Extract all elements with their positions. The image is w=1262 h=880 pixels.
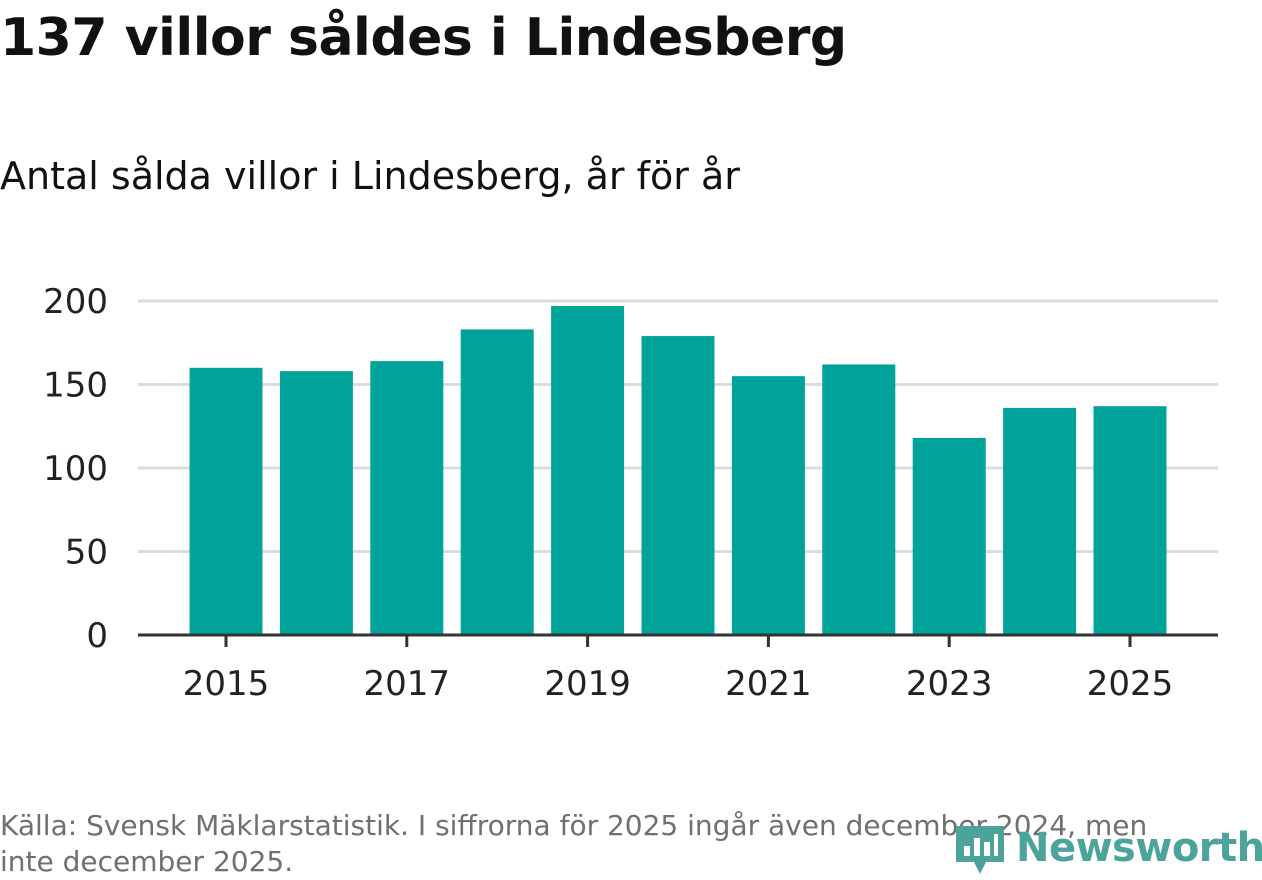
chart-title: 137 villor såldes i Lindesberg <box>0 8 847 68</box>
bars <box>189 306 1167 635</box>
bar-2023 <box>912 437 986 635</box>
bar-2024 <box>1003 407 1077 635</box>
bar-2025 <box>1093 406 1167 635</box>
y-tick-label: 100 <box>43 449 108 489</box>
x-tick-label: 2023 <box>906 664 993 704</box>
newsworthy-logo: Newsworthy <box>950 818 1262 878</box>
x-tick-label: 2019 <box>544 664 631 704</box>
y-tick-label: 200 <box>43 282 108 322</box>
bar-chart-badge-icon <box>956 826 1004 874</box>
bar-2022 <box>822 364 896 635</box>
x-tick-label: 2015 <box>183 664 270 704</box>
bar-2016 <box>279 371 353 635</box>
x-tick-label: 2021 <box>725 664 812 704</box>
bar-2020 <box>641 336 715 635</box>
bar-2018 <box>460 329 534 635</box>
y-tick-label: 0 <box>86 616 108 656</box>
tick-labels: 0 50 100 150 200 2015 2017 2019 2021 2023 2025 <box>43 282 1173 704</box>
bar-2015 <box>189 367 263 635</box>
chart-subtitle: Antal sålda villor i Lindesberg, år för … <box>0 154 740 198</box>
x-tick-label: 2025 <box>1087 664 1174 704</box>
x-axis <box>138 633 1218 647</box>
y-tick-label: 150 <box>43 366 108 406</box>
bar-2019 <box>551 306 625 635</box>
bar-2021 <box>731 376 805 635</box>
bar-2017 <box>370 361 444 635</box>
logo-text: Newsworthy <box>1016 825 1262 871</box>
y-tick-label: 50 <box>65 533 108 573</box>
x-tick-label: 2017 <box>364 664 451 704</box>
bar-chart: 0 50 100 150 200 2015 2017 2019 2021 2023 2025 <box>43 282 1218 704</box>
